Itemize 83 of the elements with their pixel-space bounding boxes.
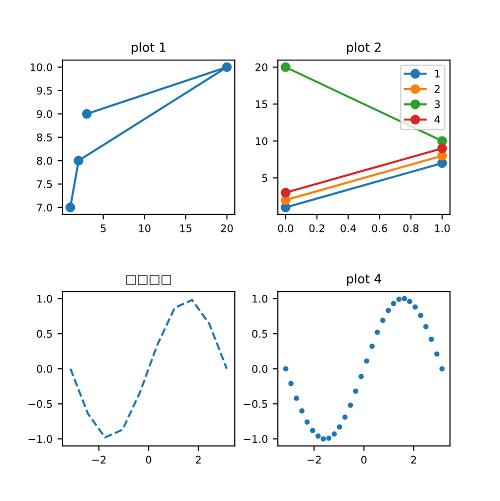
chart-title: □□□□: [126, 275, 172, 285]
x-tick-label: 2: [411, 456, 416, 464]
legend-label: 4: [434, 116, 440, 124]
point: [326, 436, 332, 441]
point: [348, 402, 354, 408]
y-tick-label: 15: [256, 100, 268, 108]
y-tick-label: 9.5: [36, 86, 52, 95]
point: [315, 433, 321, 439]
y-tick-label: 1.0: [252, 294, 268, 303]
point: [423, 324, 429, 330]
point: [283, 366, 288, 372]
y-tick-label: 8.5: [36, 134, 52, 142]
chart-title: plot 1: [132, 42, 166, 54]
point: [280, 188, 290, 198]
y-tick-label: 0.0: [36, 364, 52, 373]
point: [294, 396, 300, 401]
y-tick-label: 7.5: [37, 180, 52, 188]
point: [386, 308, 391, 314]
point: [336, 424, 342, 430]
x-tick-label: 20: [221, 224, 233, 232]
legend-label: 2: [434, 84, 440, 93]
legend-label: 1: [435, 70, 440, 78]
point: [369, 344, 375, 349]
y-tick-label: 7.0: [37, 204, 52, 212]
x-tick-label: 0.2: [309, 224, 324, 232]
point: [222, 62, 232, 72]
point: [364, 358, 370, 364]
x-tick-label: 0.4: [340, 224, 356, 232]
y-tick-label: 10.0: [30, 63, 52, 72]
chart-title: plot 4: [347, 274, 382, 286]
x-tick-label: 5: [100, 224, 106, 232]
point: [304, 419, 310, 425]
x-tick-label: 0.6: [372, 224, 388, 232]
x-tick-label: 10: [139, 224, 150, 232]
y-tick-label: 8.0: [36, 156, 52, 165]
point: [342, 414, 348, 420]
point: [412, 304, 418, 310]
y-tick-label: 20: [256, 63, 268, 72]
x-tick-label: 0: [146, 456, 152, 464]
point: [310, 428, 316, 434]
x-tick-label: 0.0: [278, 224, 294, 232]
y-tick-label: 0.5: [36, 330, 52, 338]
y-tick-label: 9.0: [36, 110, 52, 118]
x-tick-label: −2: [92, 456, 106, 464]
y-tick-label: 10: [256, 137, 268, 146]
point: [396, 296, 402, 302]
x-tick-label: 0: [361, 456, 367, 464]
point: [402, 296, 408, 302]
y-tick-label: −1.0: [28, 435, 52, 443]
y-tick-label: −0.5: [244, 400, 268, 408]
point: [428, 336, 434, 342]
y-tick-label: 5: [262, 174, 268, 182]
point: [299, 408, 305, 414]
point: [407, 298, 412, 304]
chart-title: plot 2: [347, 42, 381, 54]
y-tick-label: −1.0: [244, 435, 268, 443]
point: [353, 388, 358, 394]
line-series: [69, 298, 228, 439]
point: [288, 380, 294, 386]
y-tick-label: 0.5: [252, 330, 268, 338]
x-tick-label: 0.8: [403, 224, 418, 232]
point: [437, 143, 448, 154]
point: [380, 318, 386, 323]
x-tick-label: −2: [308, 456, 321, 464]
point: [439, 366, 445, 372]
x-tick-label: 15: [180, 224, 192, 232]
point: [280, 62, 290, 72]
point: [374, 330, 380, 335]
point: [390, 300, 396, 306]
y-tick-label: 1.0: [37, 294, 52, 303]
legend-label: 3: [434, 100, 440, 108]
point: [418, 312, 424, 318]
y-tick-label: 0.0: [252, 364, 268, 373]
point: [320, 436, 326, 442]
point: [434, 351, 440, 357]
point: [82, 109, 92, 119]
x-tick-label: 2: [196, 456, 201, 464]
x-tick-label: 1.0: [435, 224, 450, 232]
y-tick-label: −0.5: [28, 400, 52, 408]
point: [65, 202, 76, 212]
point: [74, 156, 84, 166]
point: [358, 374, 364, 380]
point: [332, 431, 337, 437]
